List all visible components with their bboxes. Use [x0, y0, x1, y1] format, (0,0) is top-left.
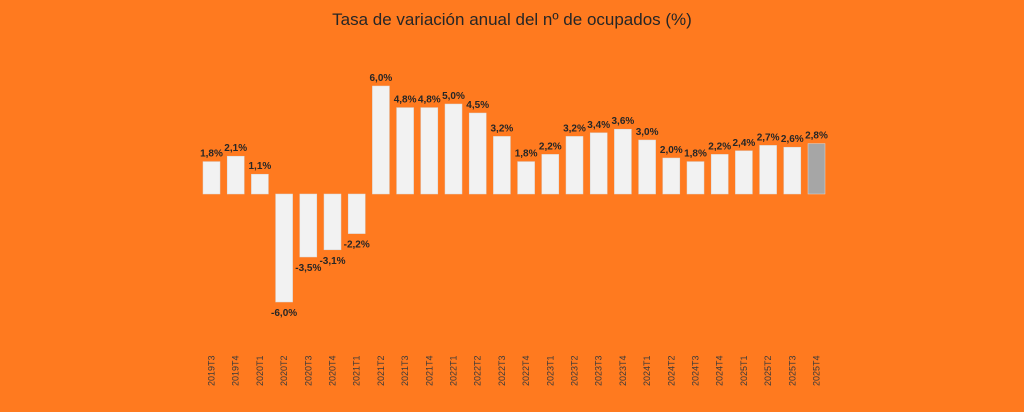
x-tick-label: 2022T1: [449, 355, 459, 386]
x-tick-label: 2020T1: [255, 355, 265, 386]
x-tick-label: 2020T2: [279, 355, 289, 386]
x-tick-label: 2025T2: [763, 355, 773, 386]
bar-2025T3: [783, 146, 802, 195]
x-tick-label: 2022T3: [497, 355, 507, 386]
data-label: 1,8%: [200, 149, 223, 160]
bar-2025T4: [807, 143, 826, 195]
bar-2020T2: [275, 193, 293, 303]
x-tick-label: 2025T1: [739, 355, 749, 386]
bar-2024T2: [662, 157, 681, 195]
x-tick-label: 2019T4: [231, 355, 241, 386]
x-tick-label: 2021T2: [376, 355, 386, 386]
data-label: -3,1%: [319, 256, 345, 267]
data-label: 4,8%: [394, 95, 417, 106]
bar-2021T4: [420, 107, 439, 195]
x-tick-label: 2024T3: [691, 355, 701, 386]
x-tick-label: 2019T3: [207, 355, 217, 386]
x-tick-label: 2023T1: [545, 355, 555, 386]
x-tick-label: 2023T2: [570, 355, 580, 386]
data-label: 5,0%: [442, 91, 465, 102]
data-label: 2,4%: [733, 138, 756, 149]
bar-2020T1: [251, 173, 269, 195]
bar-2020T3: [299, 193, 318, 258]
bar-2019T4: [226, 155, 245, 195]
x-tick-label: 2021T3: [400, 355, 410, 386]
data-label: 1,8%: [684, 149, 707, 160]
x-tick-label: 2020T3: [303, 355, 313, 386]
x-tick-label: 2021T4: [424, 355, 434, 386]
bar-2021T1: [347, 193, 366, 234]
data-label: 3,2%: [563, 123, 586, 134]
data-label: 1,8%: [515, 149, 538, 160]
data-label: 2,1%: [224, 143, 247, 154]
x-tick-label: 2021T1: [352, 355, 362, 386]
x-tick-label: 2024T4: [715, 355, 725, 386]
bar-2024T1: [638, 139, 656, 195]
bar-2022T4: [517, 161, 535, 195]
data-label: 2,2%: [708, 141, 731, 152]
data-label: 3,2%: [491, 123, 514, 134]
x-tick-label: 2024T1: [642, 355, 652, 386]
x-tick-label: 2022T2: [473, 355, 483, 386]
data-label: -3,5%: [295, 263, 321, 274]
bar-2022T3: [493, 136, 511, 195]
data-label: 3,6%: [612, 116, 635, 127]
bar-2020T4: [323, 193, 342, 251]
bar-2021T2: [372, 85, 390, 195]
data-label: -6,0%: [271, 308, 297, 319]
x-tick-label: 2022T4: [521, 355, 531, 386]
data-label: 2,2%: [539, 141, 562, 152]
x-tick-label: 2024T2: [666, 355, 676, 386]
data-label: 6,0%: [370, 73, 393, 84]
x-tick-label: 2023T4: [618, 355, 628, 386]
bar-2023T2: [565, 136, 584, 195]
x-tick-label: 2025T3: [787, 355, 797, 386]
x-tick-label: 2025T4: [812, 355, 822, 386]
x-tick-label: 2023T3: [594, 355, 604, 386]
data-label: 2,7%: [757, 132, 780, 143]
data-label: 2,8%: [805, 131, 828, 142]
bar-2021T3: [396, 107, 414, 195]
bar-2024T3: [686, 161, 705, 195]
bar-2019T3: [202, 161, 221, 195]
data-label: 4,8%: [418, 95, 441, 106]
bar-2024T4: [710, 154, 729, 195]
bar-2022T2: [468, 112, 487, 195]
bar-2022T1: [444, 103, 463, 195]
bar-2023T3: [589, 132, 608, 195]
bar-2023T4: [614, 128, 632, 195]
x-tick-label: 2020T4: [328, 355, 338, 386]
data-label: 4,5%: [466, 100, 489, 111]
data-label: 2,0%: [660, 145, 683, 156]
data-label: 3,0%: [636, 127, 659, 138]
data-label: 2,6%: [781, 134, 804, 145]
chart-title: Tasa de variación anual del nº de ocupad…: [332, 10, 692, 29]
data-label: -2,2%: [344, 240, 370, 251]
data-label: 1,1%: [249, 161, 272, 172]
bar-2023T1: [541, 154, 560, 195]
bar-2025T1: [735, 150, 753, 195]
bar-2025T2: [759, 145, 777, 195]
data-label: 3,4%: [587, 120, 610, 131]
